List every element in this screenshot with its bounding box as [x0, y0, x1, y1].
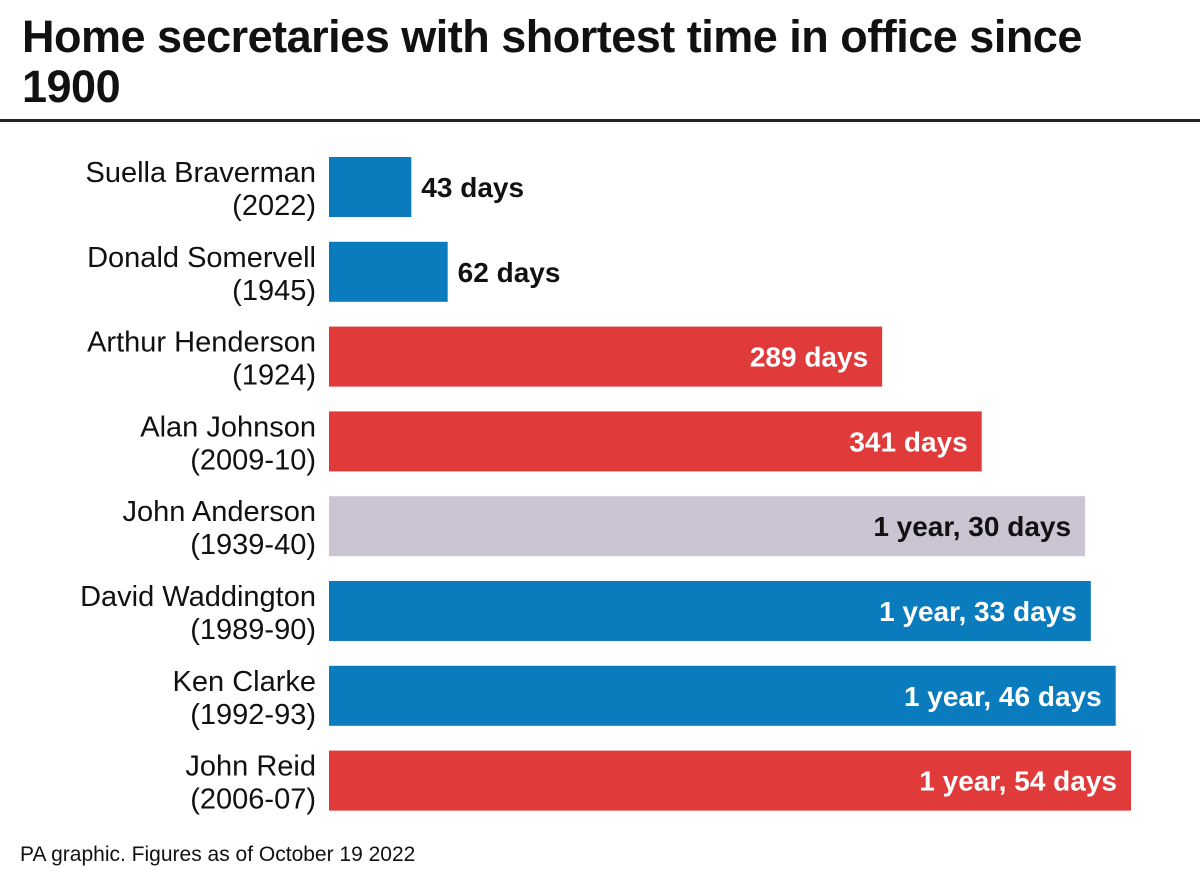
category-years: (1945): [232, 275, 316, 307]
bar: [329, 665, 1116, 726]
category-years: (1924): [232, 360, 316, 392]
category-name: John Anderson: [123, 496, 316, 528]
category-name: John Reid: [185, 751, 316, 783]
category-name: Arthur Henderson: [87, 327, 316, 359]
category-label: Suella Braverman (2022): [86, 157, 317, 222]
category-years: (2006-07): [190, 784, 316, 816]
category-label: John Reid (2006-07): [185, 751, 316, 816]
category-years: (1939-40): [190, 529, 316, 561]
value-label: 1 year, 30 days: [873, 511, 1071, 542]
value-label: 1 year, 54 days: [919, 766, 1117, 797]
category-label: Alan Johnson (2009-10): [140, 411, 316, 476]
bar: [329, 581, 1091, 641]
category-name: Ken Clarke: [173, 666, 316, 698]
category-name: Alan Johnson: [140, 411, 316, 443]
value-label: 289 days: [750, 342, 868, 373]
category-name: Donald Somervell: [87, 242, 316, 274]
bar: [329, 157, 412, 217]
category-name: David Waddington: [80, 581, 316, 613]
category-label: David Waddington (1989-90): [80, 581, 316, 646]
title-divider: [0, 119, 1200, 122]
category-label: Ken Clarke (1992-93): [173, 666, 316, 731]
category-years: (1992-93): [190, 699, 316, 731]
category-label: Donald Somervell (1945): [87, 242, 316, 307]
bar: [329, 326, 883, 387]
value-label: 1 year, 46 days: [904, 681, 1102, 712]
category-years: (1989-90): [190, 614, 316, 646]
category-name: Suella Braverman: [86, 157, 317, 189]
category-label: Arthur Henderson (1924): [87, 327, 316, 392]
bar: [329, 241, 448, 302]
value-label: 43 days: [421, 172, 524, 203]
bar: [329, 750, 1131, 811]
value-label: 341 days: [849, 426, 967, 457]
chart-title: Home secretaries with shortest time in o…: [22, 11, 1082, 112]
bar-chart: Suella Braverman (2022) 43 days Donald Some…: [80, 157, 1131, 816]
value-label: 62 days: [458, 257, 561, 288]
source-note: PA graphic. Figures as of October 19 202…: [20, 843, 416, 866]
category-label: John Anderson (1939-40): [123, 496, 316, 561]
category-years: (2022): [232, 190, 316, 222]
category-years: (2009-10): [190, 444, 316, 476]
bar: [329, 411, 982, 472]
value-label: 1 year, 33 days: [879, 596, 1077, 627]
bar: [329, 496, 1086, 557]
